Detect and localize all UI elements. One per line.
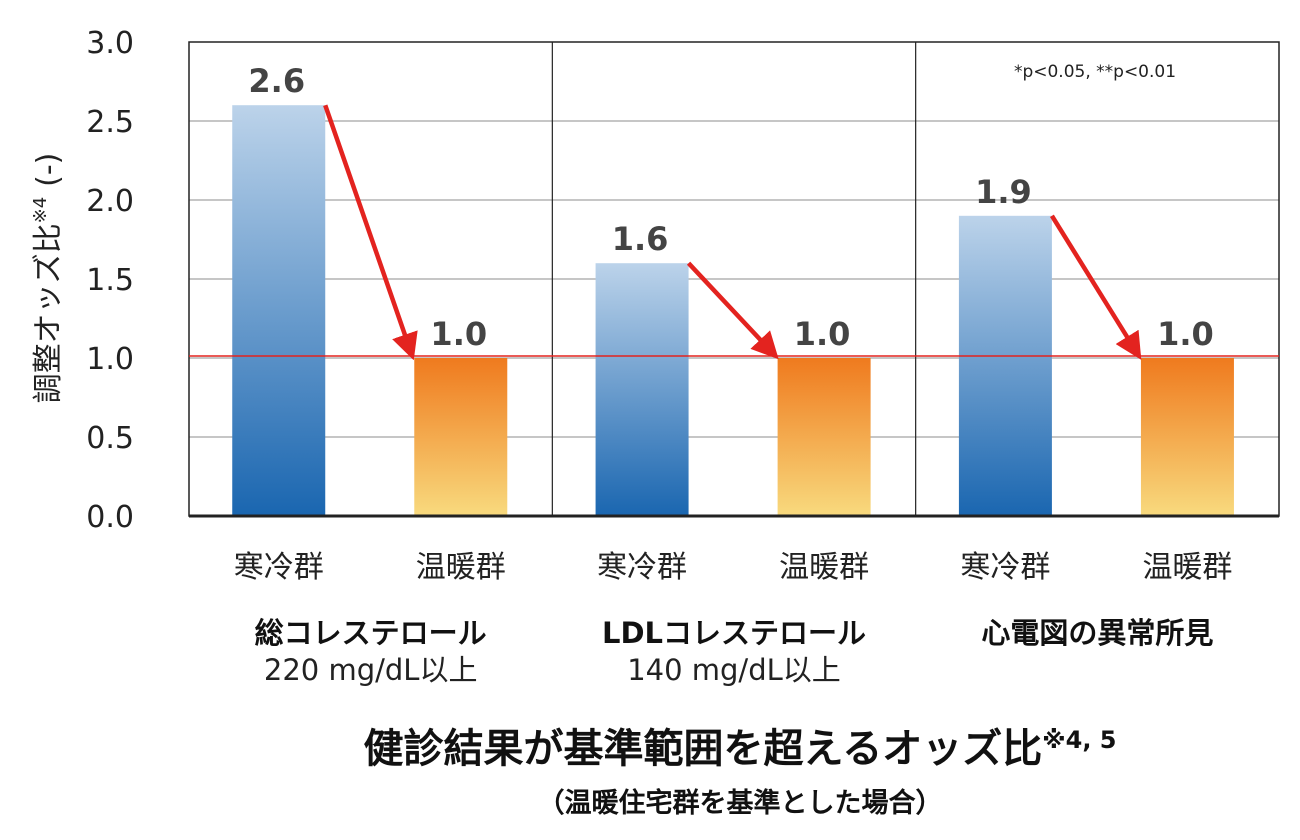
category-label: 温暖群 <box>779 550 869 585</box>
y-tick-label: 2.5 <box>86 105 134 140</box>
decrease-arrow <box>323 104 418 361</box>
value-label: 1.0 <box>430 315 487 353</box>
bars <box>232 105 1234 517</box>
value-label: 1.9 <box>975 173 1032 211</box>
category-label: 寒冷群 <box>960 550 1050 585</box>
y-tick-label: 1.5 <box>86 263 134 298</box>
value-label: 1.6 <box>612 220 669 258</box>
chart-subtitle: （温暖住宅群を基準とした場合） <box>538 787 943 819</box>
bar-cold <box>232 105 326 516</box>
bar-cold <box>958 215 1052 517</box>
y-tick-label: 2.0 <box>86 184 134 219</box>
bar-warm <box>1140 358 1234 516</box>
value-labels: 2.6 1.0 1.6 1.0 1.9 1.0 <box>248 62 1213 353</box>
bar-warm <box>777 358 871 516</box>
bar-cold <box>595 263 689 516</box>
bar-warm <box>414 358 508 516</box>
y-axis-label: 調整オッズ比※4(-) <box>30 153 66 404</box>
y-tick-label: 1.0 <box>86 342 134 377</box>
decrease-arrow <box>1049 214 1142 360</box>
category-label: 温暖群 <box>416 550 506 585</box>
plot-frame <box>188 41 1280 518</box>
category-label: 寒冷群 <box>234 550 324 585</box>
significance-note: *p<0.05, **p<0.01 <box>1014 62 1176 82</box>
group-threshold: 140 mg/dL以上 <box>627 653 841 687</box>
arrows <box>323 104 1142 361</box>
value-label: 1.0 <box>794 315 851 353</box>
category-label: 温暖群 <box>1142 550 1232 585</box>
value-label: 1.0 <box>1157 315 1214 353</box>
chart-title: 健診結果が基準範囲を超えるオッズ比※4, 5 <box>363 726 1116 772</box>
y-tick-label: 0.0 <box>86 500 134 535</box>
y-tick-label: 3.0 <box>86 26 134 61</box>
decrease-arrow <box>686 261 779 360</box>
group-name: LDLコレステロール <box>602 616 866 650</box>
category-label: 寒冷群 <box>597 550 687 585</box>
gridlines <box>189 120 1279 438</box>
group-name: 総コレステロール <box>255 616 487 650</box>
group-threshold: 220 mg/dL以上 <box>264 653 478 687</box>
y-tick-labels: 0.0 0.5 1.0 1.5 2.0 2.5 3.0 <box>86 26 134 535</box>
group-name: 心電図の異常所見 <box>981 616 1213 650</box>
value-label: 2.6 <box>248 62 305 100</box>
y-tick-label: 0.5 <box>86 421 134 456</box>
